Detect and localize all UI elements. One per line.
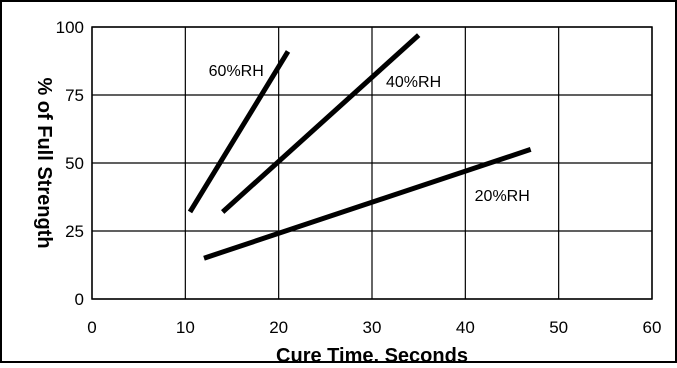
x-tick-label: 20 [269, 318, 288, 337]
x-tick-labels: 0 10 20 30 40 50 60 [87, 318, 661, 337]
y-tick-labels: 0 25 50 75 100 [56, 18, 84, 309]
y-axis-title: % of Full Strength [33, 77, 55, 248]
x-tick-label: 30 [363, 318, 382, 337]
y-tick-label: 0 [75, 290, 84, 309]
y-tick-label: 25 [65, 222, 84, 241]
y-tick-label: 100 [56, 18, 84, 37]
series-line-3 [203, 147, 532, 261]
x-tick-label: 50 [549, 318, 568, 337]
series-label-2: 40%RH [386, 74, 441, 91]
plot-frame [91, 26, 653, 300]
x-tick-label: 0 [87, 318, 96, 337]
x-axis-title: Cure Time, Seconds [276, 345, 468, 363]
x-tick-label: 10 [176, 318, 195, 337]
series-line-2 [220, 33, 421, 214]
x-tick-label: 40 [456, 318, 475, 337]
y-tick-label: 50 [65, 154, 84, 173]
series-line-1 [187, 50, 291, 214]
x-tick-label: 60 [643, 318, 662, 337]
series-label-1: 60%RH [209, 63, 264, 80]
y-tick-label: 75 [65, 86, 84, 105]
grid [91, 26, 653, 300]
series-labels: 60%RH 40%RH 20%RH [209, 63, 530, 205]
series-lines [187, 33, 532, 261]
series-label-3: 20%RH [475, 188, 530, 205]
